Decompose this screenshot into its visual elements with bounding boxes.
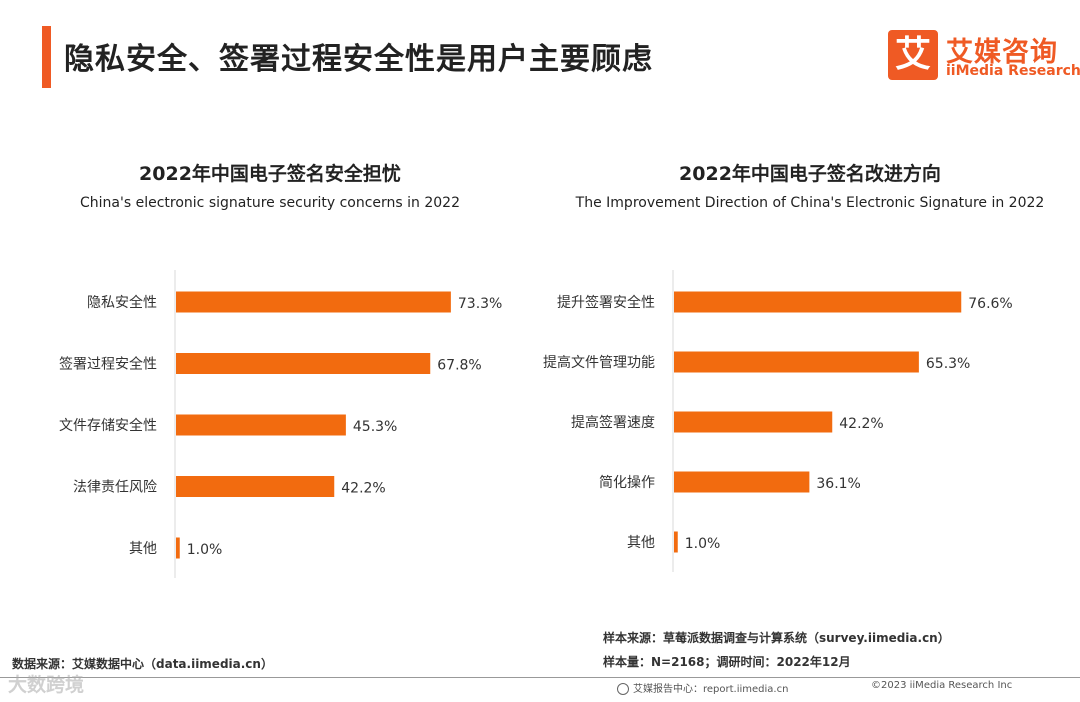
logo-mark-icon: 艾: [888, 30, 938, 80]
data-source-note: 数据来源：艾媒数据中心（data.iimedia.cn）: [12, 657, 273, 671]
bar: [176, 476, 335, 497]
value-label: 76.6%: [968, 296, 1012, 312]
bar: [176, 353, 431, 374]
chart-title: 2022年中国电子签名安全担忧: [139, 163, 401, 185]
security-concerns-chart: 2022年中国电子签名安全担忧 China's electronic signa…: [0, 150, 540, 590]
bar: [674, 471, 810, 493]
value-label: 45.3%: [353, 419, 397, 435]
value-label: 73.3%: [458, 296, 502, 312]
value-label: 1.0%: [187, 542, 223, 558]
category-label: 提升签署安全性: [557, 294, 655, 311]
category-label: 提高签署速度: [571, 414, 655, 431]
sample-size-note: 样本量：N=2168；调研时间：2022年12月: [603, 655, 851, 669]
report-center-note: 艾媒报告中心：report.iimedia.cn: [617, 680, 788, 695]
iimedia-logo: 艾 艾媒咨询 iiMedia Research: [888, 28, 1080, 86]
copyright-note: ©2023 iiMedia Research Inc: [871, 680, 1013, 691]
chart-title: 2022年中国电子签名改进方向: [679, 163, 941, 185]
value-label: 42.2%: [839, 416, 883, 432]
value-label: 1.0%: [685, 536, 721, 552]
title-accent-bar: [42, 26, 51, 88]
page-title: 隐私安全、签署过程安全性是用户主要顾虑: [64, 42, 653, 77]
report-center-text: 艾媒报告中心：report.iimedia.cn: [633, 684, 789, 695]
category-label: 提高文件管理功能: [543, 354, 655, 371]
value-label: 42.2%: [341, 481, 385, 497]
bar: [176, 414, 346, 436]
bar: [176, 537, 180, 559]
value-label: 67.8%: [437, 358, 481, 374]
category-label: 法律责任风险: [73, 480, 157, 496]
bar: [674, 531, 678, 553]
sample-source-note: 样本来源：草莓派数据调查与计算系统（survey.iimedia.cn）: [603, 631, 950, 645]
category-label: 隐私安全性: [87, 294, 157, 311]
improvement-direction-plot: 提升签署安全性 76.6% 提高文件管理功能 65.3% 提高签署速度 42.2% 简化操作…: [543, 270, 1013, 572]
logo-chinese-name: 艾媒咨询: [946, 37, 1058, 68]
category-label: 签署过程安全性: [59, 356, 157, 373]
category-label: 简化操作: [599, 474, 655, 491]
footer-divider: [0, 677, 1080, 678]
security-concerns-plot: 隐私安全性 73.3% 签署过程安全性 67.8% 文件存储安全性 45.3% 法律责任风险…: [59, 270, 502, 578]
value-label: 36.1%: [816, 476, 860, 492]
bar: [674, 351, 919, 373]
value-label: 65.3%: [926, 356, 970, 372]
report-center-icon: [617, 683, 629, 695]
improvement-direction-chart: 2022年中国电子签名改进方向 The Improvement Directio…: [540, 150, 1080, 590]
bar: [176, 291, 451, 313]
watermark: 大数跨境: [8, 674, 85, 696]
category-label: 其他: [627, 535, 655, 551]
category-label: 文件存储安全性: [59, 417, 157, 434]
logo-english-name: iiMedia Research: [946, 63, 1080, 79]
chart-subtitle: China's electronic signature security co…: [80, 195, 460, 211]
bar: [674, 291, 962, 313]
bar: [674, 411, 833, 433]
category-label: 其他: [129, 541, 157, 557]
chart-subtitle: The Improvement Direction of China's Ele…: [575, 195, 1045, 211]
